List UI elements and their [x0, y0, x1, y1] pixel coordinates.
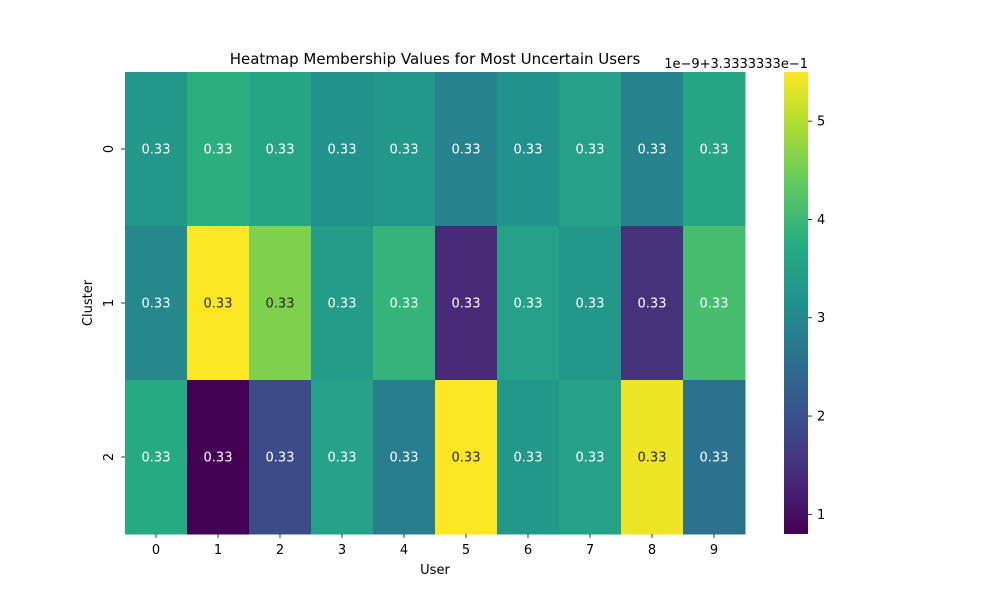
- cell-value-label: 0.33: [142, 451, 171, 466]
- cell-value-label: 0.33: [576, 297, 605, 312]
- x-tick-label: 3: [338, 543, 346, 558]
- heatmap-cells: 0.33 0.33 0.33 0.33 0.33 0.33 0.33 0.33 0.33 0.33…: [125, 72, 746, 535]
- heatmap-cell: [187, 72, 250, 227]
- heatmap-cell: [497, 380, 560, 535]
- cell-value-label: 0.33: [142, 297, 171, 312]
- cell-value-label: 0.33: [452, 297, 481, 312]
- cell-value-label: 0.33: [700, 297, 729, 312]
- y-tick-label: 2: [102, 453, 117, 461]
- heatmap-cell: [187, 226, 250, 381]
- cell-value-label: 0.33: [514, 451, 543, 466]
- x-axis: 0 1 2 3 4 5 6 7 8 9: [152, 534, 718, 558]
- heatmap-cell: [373, 380, 436, 535]
- heatmap-cell: [621, 226, 684, 381]
- heatmap-cell: [125, 380, 188, 535]
- heatmap-cell: [311, 380, 374, 535]
- x-tick-label: 5: [462, 543, 470, 558]
- colorbar-tick-label: 2: [817, 410, 825, 425]
- cell-value-label: 0.33: [390, 451, 419, 466]
- x-tick-label: 0: [152, 543, 160, 558]
- heatmap-cell: [559, 226, 622, 381]
- cell-value-label: 0.33: [700, 451, 729, 466]
- heatmap-cell: [187, 380, 250, 535]
- cell-value-label: 0.33: [514, 143, 543, 158]
- cell-value-label: 0.33: [390, 143, 419, 158]
- cell-value-label: 0.33: [204, 451, 233, 466]
- x-tick-label: 6: [524, 543, 532, 558]
- cell-value-label: 0.33: [266, 451, 295, 466]
- colorbar: 1 2 3 4 5 1e−9+3.3333333e−1: [664, 57, 825, 534]
- x-tick-label: 9: [710, 543, 718, 558]
- cell-value-label: 0.33: [266, 297, 295, 312]
- colorbar-tick-label: 3: [817, 311, 825, 326]
- heatmap-cell: [435, 226, 498, 381]
- cell-value-label: 0.33: [204, 143, 233, 158]
- cell-value-label: 0.33: [390, 297, 419, 312]
- heatmap-cell: [373, 72, 436, 227]
- heatmap-cell: [497, 72, 560, 227]
- heatmap-cell: [373, 226, 436, 381]
- heatmap-cell: [249, 380, 312, 535]
- x-tick-label: 2: [276, 543, 284, 558]
- cell-value-label: 0.33: [204, 297, 233, 312]
- heatmap-cell: [559, 72, 622, 227]
- colorbar-gradient: [784, 72, 808, 534]
- cell-value-label: 0.33: [514, 297, 543, 312]
- heatmap-cell: [621, 72, 684, 227]
- cell-value-label: 0.33: [700, 143, 729, 158]
- heatmap-cell: [435, 72, 498, 227]
- cell-value-label: 0.33: [328, 451, 357, 466]
- x-tick-label: 8: [648, 543, 656, 558]
- cell-value-label: 0.33: [452, 451, 481, 466]
- heatmap-cell: [125, 226, 188, 381]
- cell-value-label: 0.33: [638, 143, 667, 158]
- heatmap-cell: [621, 380, 684, 535]
- heatmap-cell: [559, 380, 622, 535]
- heatmap-cell: [683, 72, 746, 227]
- y-axis-label: Cluster: [81, 279, 96, 326]
- x-axis-label: User: [420, 563, 450, 578]
- colorbar-tick-label: 1: [817, 508, 825, 523]
- cell-value-label: 0.33: [452, 143, 481, 158]
- cell-value-label: 0.33: [328, 297, 357, 312]
- cell-value-label: 0.33: [576, 143, 605, 158]
- chart-title: Heatmap Membership Values for Most Uncer…: [230, 50, 641, 68]
- heatmap-cell: [311, 72, 374, 227]
- heatmap-cell: [683, 380, 746, 535]
- colorbar-ticks: 1 2 3 4 5: [808, 115, 825, 523]
- colorbar-offset-text: 1e−9+3.3333333e−1: [664, 57, 808, 72]
- cell-value-label: 0.33: [266, 143, 295, 158]
- heatmap-cell: [435, 380, 498, 535]
- heatmap-cell: [125, 72, 188, 227]
- cell-value-label: 0.33: [328, 143, 357, 158]
- x-tick-label: 7: [586, 543, 594, 558]
- y-tick-label: 0: [102, 145, 117, 153]
- colorbar-tick-label: 5: [817, 115, 825, 130]
- y-tick-label: 1: [102, 299, 117, 307]
- y-axis: 0 1 2: [102, 145, 125, 461]
- x-tick-label: 1: [214, 543, 222, 558]
- cell-value-label: 0.33: [638, 297, 667, 312]
- heatmap-cell: [249, 226, 312, 381]
- heatmap-cell: [249, 72, 312, 227]
- cell-value-label: 0.33: [638, 451, 667, 466]
- colorbar-tick-label: 4: [817, 213, 825, 228]
- cell-value-label: 0.33: [142, 143, 171, 158]
- cell-value-label: 0.33: [576, 451, 605, 466]
- x-tick-label: 4: [400, 543, 408, 558]
- heatmap-cell: [311, 226, 374, 381]
- heatmap-cell: [497, 226, 560, 381]
- heatmap-cell: [683, 226, 746, 381]
